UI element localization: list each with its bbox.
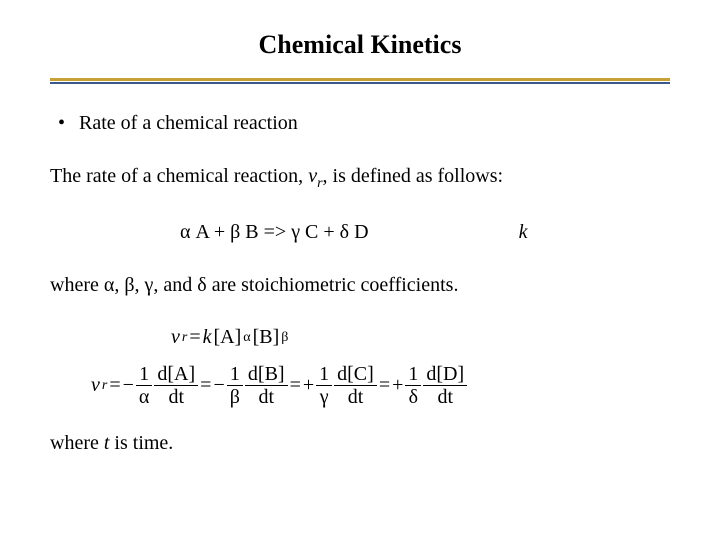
frac-1-delta: 1 δ xyxy=(405,363,421,408)
where1-post: are stoichiometric coefficients. xyxy=(207,274,459,296)
where2-post: is time. xyxy=(109,432,173,454)
eq-sign: = xyxy=(189,326,200,349)
den-delta: δ xyxy=(405,386,421,408)
plus-1: + xyxy=(209,221,230,243)
num-dB: d[B] xyxy=(245,363,288,386)
where1-delta: δ xyxy=(197,274,206,296)
frac-1-gamma: 1 γ xyxy=(316,363,332,408)
vr2: v xyxy=(91,374,100,397)
eq2-sign: = xyxy=(109,374,120,397)
rate-differential-equation: vr = − 1 α d[A] dt = − 1 β d[B] dt = + xyxy=(90,363,670,408)
intro-post: , is defined as follows: xyxy=(323,165,504,187)
conc-b: [B] xyxy=(253,326,280,349)
intro-paragraph: The rate of a chemical reaction, vr, is … xyxy=(50,163,670,193)
plus-4: + xyxy=(392,374,403,397)
num-1b: 1 xyxy=(227,363,243,386)
species-b: B xyxy=(245,221,258,243)
bullet-marker: • xyxy=(58,112,65,135)
where1-c1: , xyxy=(114,274,124,296)
num-1a: 1 xyxy=(136,363,152,386)
eq5-sign: = xyxy=(379,374,390,397)
num-1d: 1 xyxy=(405,363,421,386)
den-dt-d: dt xyxy=(423,386,467,408)
vr-sub: r xyxy=(182,330,187,346)
alpha: α xyxy=(180,221,190,243)
plus-3: + xyxy=(303,374,314,397)
frac-dD-dt: d[D] dt xyxy=(423,363,467,408)
intro-var: v xyxy=(308,165,317,187)
frac-dB-dt: d[B] dt xyxy=(245,363,288,408)
den-alpha: α xyxy=(136,386,152,408)
exp-beta: β xyxy=(281,330,288,346)
num-dC: d[C] xyxy=(334,363,377,386)
bullet-text: Rate of a chemical reaction xyxy=(79,112,298,135)
divider-line-bottom xyxy=(50,82,670,84)
slide-title: Chemical Kinetics xyxy=(50,30,670,60)
plus-2: + xyxy=(318,221,339,243)
num-dD: d[D] xyxy=(423,363,467,386)
where-time: where t is time. xyxy=(50,430,670,456)
where2-pre: where xyxy=(50,432,104,454)
vr2-sub: r xyxy=(102,378,107,394)
intro-pre: The rate of a chemical reaction, xyxy=(50,165,308,187)
k: k xyxy=(203,326,212,349)
frac-1-beta: 1 β xyxy=(227,363,243,408)
species-d: D xyxy=(354,221,368,243)
reaction-body: α A + β B => γ C + δ D xyxy=(180,221,369,244)
minus-1: − xyxy=(123,374,134,397)
where1-c2: , xyxy=(135,274,145,296)
den-beta: β xyxy=(227,386,243,408)
bullet-item: • Rate of a chemical reaction xyxy=(50,112,670,135)
num-dA: d[A] xyxy=(154,363,198,386)
where1-c3: , and xyxy=(153,274,197,296)
delta: δ xyxy=(340,221,349,243)
eq4-sign: = xyxy=(290,374,301,397)
where1-pre: where xyxy=(50,274,104,296)
slide: Chemical Kinetics • Rate of a chemical r… xyxy=(0,0,720,540)
beta: β xyxy=(230,221,240,243)
species-c: C xyxy=(305,221,318,243)
gamma: γ xyxy=(291,221,300,243)
reaction-equation: α A + β B => γ C + δ D k xyxy=(50,221,670,244)
frac-1-alpha: 1 α xyxy=(136,363,152,408)
where1-alpha: α xyxy=(104,274,114,296)
den-dt-b: dt xyxy=(245,386,288,408)
rate-constant-k: k xyxy=(519,221,528,244)
eq3-sign: = xyxy=(200,374,211,397)
species-a: A xyxy=(195,221,208,243)
exp-alpha: α xyxy=(243,330,250,346)
where1-beta: β xyxy=(124,274,134,296)
den-gamma: γ xyxy=(316,386,332,408)
divider xyxy=(50,78,670,84)
where-coefficients: where α, β, γ, and δ are stoichiometric … xyxy=(50,272,670,298)
den-dt-a: dt xyxy=(154,386,198,408)
num-1c: 1 xyxy=(316,363,332,386)
conc-a: [A] xyxy=(214,326,242,349)
den-dt-c: dt xyxy=(334,386,377,408)
vr: v xyxy=(171,326,180,349)
minus-2: − xyxy=(213,374,224,397)
rate-law-equation: vr = k [A]α [B]β xyxy=(170,326,670,349)
arrow: => xyxy=(259,221,292,243)
divider-line-top xyxy=(50,78,670,81)
frac-dA-dt: d[A] dt xyxy=(154,363,198,408)
frac-dC-dt: d[C] dt xyxy=(334,363,377,408)
